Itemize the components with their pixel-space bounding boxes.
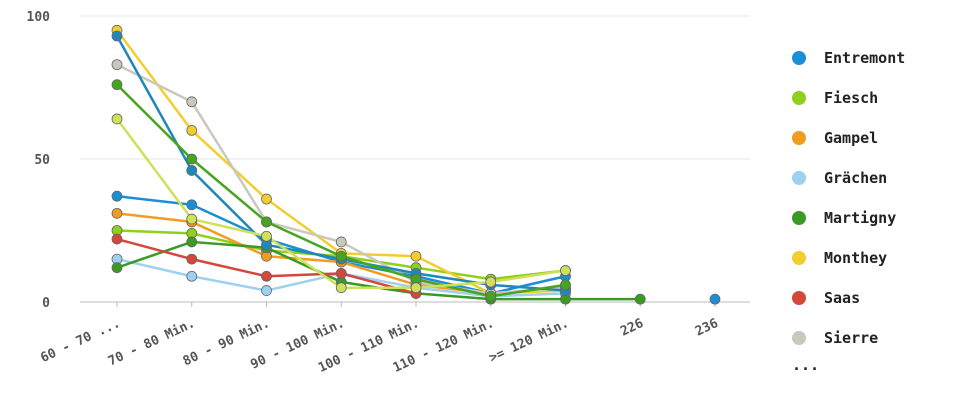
y-tick-label: 100 [27,10,51,25]
data-point[interactable] [335,236,347,248]
legend-label: Fiesch [824,89,879,107]
legend-item[interactable]: Sierre [792,318,957,358]
data-point[interactable] [485,276,497,288]
data-point[interactable] [335,282,347,294]
legend-label: Entremont [824,49,906,67]
legend-label: Gampel [824,129,879,147]
legend-label: Monthey [824,249,888,267]
data-point[interactable] [186,213,198,225]
legend: Entremont Fiesch Gampel Grächen Martigny Mont… [792,38,957,374]
data-point[interactable] [186,253,198,265]
legend-color-dot [792,251,806,265]
x-tick-label: 236 [693,316,721,340]
legend-color-dot [792,51,806,65]
data-point[interactable] [261,193,272,205]
legend-label: Sierre [824,329,879,347]
data-point[interactable] [186,96,198,108]
data-point[interactable] [186,199,198,211]
legend-label: Grächen [824,169,888,187]
legend-color-dot [792,211,806,225]
legend-item[interactable]: Saas [792,278,957,318]
data-point[interactable] [111,190,123,202]
y-axis-ticks: 0 50 100 [27,10,51,311]
legend-more-indicator[interactable]: ... [792,356,820,374]
legend-item[interactable]: Gampel [792,118,957,158]
data-point[interactable] [111,113,123,125]
data-point[interactable] [335,250,347,262]
data-point[interactable] [485,290,497,302]
x-tick-label: >= 120 Min. [487,316,571,366]
data-point[interactable] [186,270,198,282]
data-point[interactable] [111,79,123,91]
data-point[interactable] [261,270,272,282]
data-point[interactable] [186,153,198,165]
x-tick-label: 226 [618,316,646,340]
legend-item[interactable]: Martigny [792,198,957,238]
data-point[interactable] [634,293,646,305]
data-point[interactable] [261,216,272,228]
data-point[interactable] [261,230,272,242]
legend-color-dot [792,331,806,345]
x-axis-ticks: 60 - 70 ...70 - 80 Min.80 - 90 Min.90 - … [38,302,721,376]
data-point[interactable] [186,236,198,248]
data-point[interactable] [410,250,422,262]
legend-color-dot [792,131,806,145]
legend-label: Saas [824,289,861,307]
series-points [111,24,721,305]
legend-item[interactable]: Entremont [792,38,957,78]
data-point[interactable] [709,293,721,305]
legend-color-dot [792,291,806,305]
y-tick-label: 0 [42,296,50,311]
data-point[interactable] [335,267,347,279]
data-point[interactable] [111,233,123,245]
legend-item[interactable]: Monthey [792,238,957,278]
data-point[interactable] [186,124,198,136]
data-point[interactable] [560,265,571,276]
y-tick-label: 50 [34,153,50,168]
legend-color-dot [792,91,806,105]
legend-item[interactable]: Fiesch [792,78,957,118]
data-point[interactable] [560,279,571,291]
data-point[interactable] [186,165,198,176]
data-point[interactable] [111,59,123,71]
data-point[interactable] [111,30,123,42]
data-point[interactable] [410,282,422,294]
data-point[interactable] [111,262,123,274]
data-point[interactable] [111,207,123,219]
legend-label: Martigny [824,209,897,227]
data-point[interactable] [261,285,272,296]
line-chart: 0 50 100 60 - 70 ...70 - 80 Min.80 - 90 Mi… [27,10,750,376]
legend-color-dot [792,171,806,185]
legend-item[interactable]: Grächen [792,158,957,198]
